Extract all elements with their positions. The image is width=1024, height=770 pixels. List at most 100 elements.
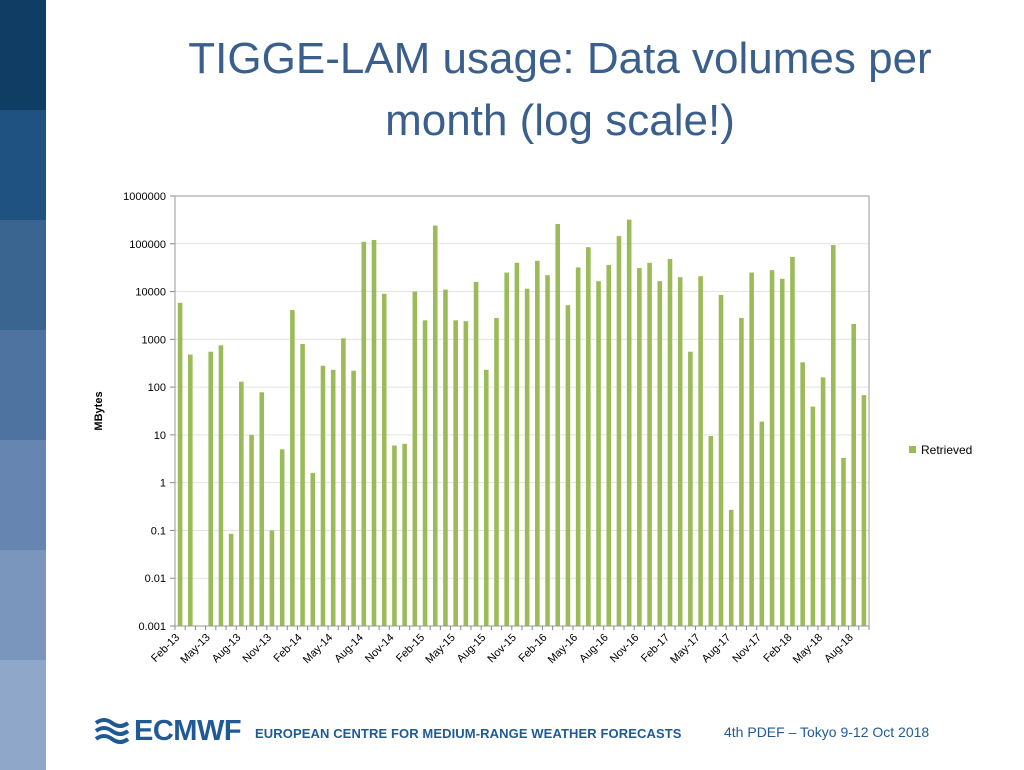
bar <box>616 236 622 626</box>
bar <box>463 321 469 626</box>
sidebar-band <box>0 660 46 770</box>
ecmwf-logo: ECMWF <box>94 715 242 747</box>
bar <box>494 317 499 626</box>
x-tick-labels: Feb-13May-13Aug-13Nov-13Feb-14May-14Aug-… <box>149 632 856 666</box>
bar <box>381 293 387 626</box>
bar <box>432 225 438 626</box>
x-tick-label: May-13 <box>178 632 212 666</box>
bar <box>606 264 612 626</box>
bar <box>698 276 703 626</box>
x-tick-label: Nov-13 <box>241 632 275 666</box>
bar <box>239 381 244 626</box>
bar <box>249 434 254 626</box>
x-tick-label: Feb-15 <box>394 632 427 665</box>
bar <box>473 281 479 626</box>
bar <box>820 377 826 626</box>
x-tick-label: Nov-16 <box>608 632 642 666</box>
bar <box>626 219 632 627</box>
bar <box>841 457 846 626</box>
y-axis-label: MBytes <box>93 391 105 430</box>
sidebar-band <box>0 110 46 220</box>
bar <box>514 262 520 626</box>
bar <box>779 278 785 626</box>
bar <box>790 256 795 626</box>
x-tick-label: May-17 <box>668 632 702 666</box>
x-tick-label: Feb-16 <box>517 632 550 665</box>
bar <box>708 435 714 626</box>
bar <box>402 443 407 626</box>
y-tick-label: 10000 <box>135 287 166 299</box>
ecmwf-logo-icon <box>94 718 130 744</box>
organisation-name: EUROPEAN CENTRE FOR MEDIUM-RANGE WEATHER… <box>255 726 682 741</box>
bar <box>861 395 867 626</box>
bar <box>371 239 377 626</box>
legend-label: Retrieved <box>921 443 972 457</box>
slide-title-line2: month (log scale!) <box>385 96 735 145</box>
x-tick-label: Aug-17 <box>700 632 734 666</box>
bar <box>453 320 458 626</box>
bar <box>688 351 693 626</box>
sidebar-band <box>0 220 46 330</box>
bar <box>361 241 367 627</box>
x-tick-label: Nov-17 <box>730 632 764 666</box>
x-tick-label: Aug-13 <box>210 632 244 666</box>
bars <box>177 219 867 627</box>
bar <box>637 268 642 626</box>
x-tick-label: May-18 <box>791 632 825 666</box>
bar <box>504 272 509 626</box>
x-tick-label: May-14 <box>301 632 335 666</box>
bar <box>330 369 336 626</box>
bar <box>851 323 856 626</box>
legend-swatch <box>909 446 916 453</box>
x-tick-label: Feb-18 <box>761 632 794 665</box>
bar <box>443 289 448 626</box>
bar <box>310 472 316 626</box>
bar <box>228 533 234 626</box>
sidebar-decoration <box>0 0 46 770</box>
bar <box>718 294 724 626</box>
bar <box>565 305 571 626</box>
bar <box>392 445 397 626</box>
bar <box>188 354 193 626</box>
bar <box>177 302 183 626</box>
sidebar-band <box>0 330 46 440</box>
bar <box>412 291 418 626</box>
bar <box>810 406 816 626</box>
x-tick-label: Nov-15 <box>485 632 519 666</box>
bar <box>739 317 744 626</box>
bar <box>351 370 356 626</box>
x-tick-label: Aug-16 <box>577 632 611 666</box>
bar-chart: 1000000 100000 10000 1000 100 10 1 0.1 0.01 0.001… <box>93 191 972 666</box>
bar <box>759 421 765 626</box>
bar <box>290 310 295 626</box>
y-tick-label: 0.01 <box>145 573 166 585</box>
plot-frame <box>174 195 870 627</box>
slide-title-line1: TIGGE-LAM usage: Data volumes per <box>188 34 932 83</box>
bar <box>728 509 734 626</box>
axes <box>170 195 870 630</box>
sidebar-band <box>0 440 46 550</box>
x-tick-label: Aug-18 <box>822 632 856 666</box>
bar <box>800 362 805 626</box>
bar <box>586 247 591 626</box>
bar <box>555 223 561 626</box>
bar <box>677 277 683 626</box>
bar <box>524 288 530 626</box>
x-tick-label: Nov-14 <box>363 632 397 666</box>
slide-title: TIGGE-LAM usage: Data volumes per month … <box>140 28 980 152</box>
y-tick-label: 100000 <box>129 239 166 251</box>
bar <box>259 392 265 626</box>
bar <box>575 267 581 626</box>
bar <box>749 272 754 626</box>
y-tick-label: 1000 <box>142 334 166 346</box>
sidebar-band <box>0 0 46 110</box>
bar <box>341 338 346 626</box>
x-tick-label: Feb-13 <box>149 632 182 665</box>
x-tick-label: May-16 <box>546 632 580 666</box>
grid-lines <box>175 195 869 627</box>
bar <box>422 320 428 626</box>
y-tick-label: 0.001 <box>138 621 166 633</box>
bar <box>269 530 275 626</box>
bar <box>657 281 663 626</box>
bar <box>647 262 652 626</box>
